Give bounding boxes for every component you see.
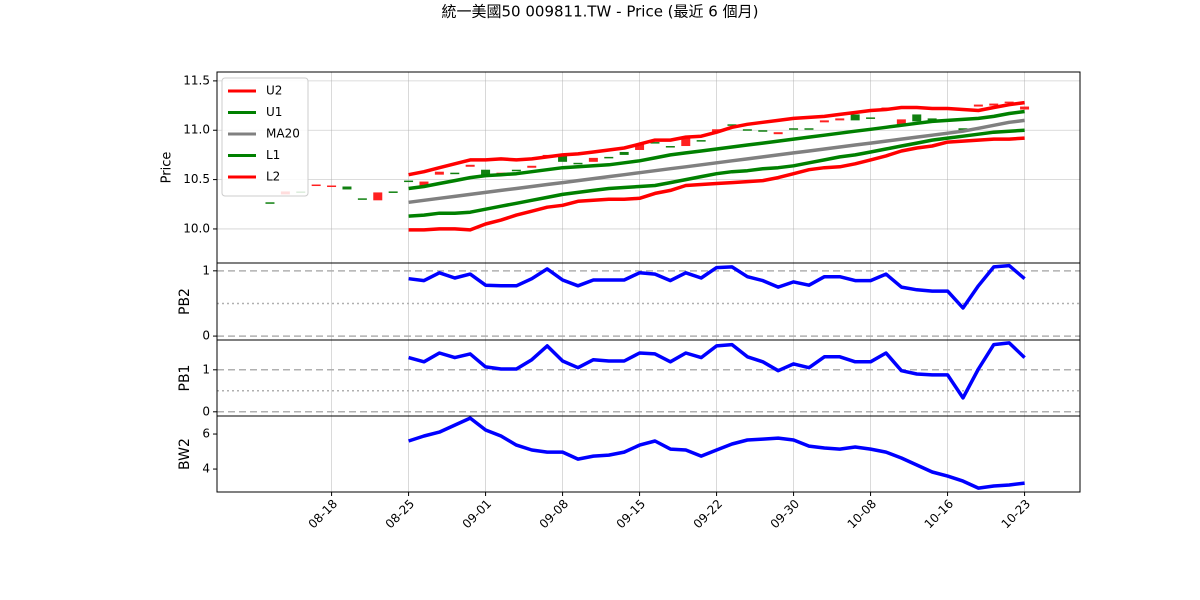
y-axis-label: Price xyxy=(160,152,175,184)
candle xyxy=(773,132,783,135)
legend-label: L2 xyxy=(266,170,280,184)
y-tick-label: 1 xyxy=(202,263,210,277)
x-tick-label: 10-23 xyxy=(999,497,1034,532)
legend-label: U1 xyxy=(266,105,282,119)
candle xyxy=(866,117,876,119)
candle xyxy=(727,124,737,126)
band-line xyxy=(408,118,1025,205)
x-tick-label: 08-25 xyxy=(383,497,418,532)
legend-label: MA20 xyxy=(266,127,300,141)
candle xyxy=(311,184,321,187)
indicator-line xyxy=(408,416,1025,490)
candle xyxy=(789,128,799,130)
candle xyxy=(511,169,521,172)
candle xyxy=(604,156,614,159)
candle xyxy=(850,114,860,121)
x-tick-label: 09-30 xyxy=(768,497,803,532)
x-tick-label: 09-08 xyxy=(537,497,572,532)
candle xyxy=(927,118,937,121)
chart-title: 統一美國50 009811.TW - Price (最近 6 個月) xyxy=(442,3,759,21)
candle xyxy=(588,157,598,162)
candle xyxy=(665,146,675,148)
candle xyxy=(357,198,367,200)
band-line xyxy=(408,100,1025,177)
y-tick-label: 11.5 xyxy=(183,73,210,87)
legend-label: L1 xyxy=(266,148,280,162)
y-tick-label: 0 xyxy=(202,404,210,418)
x-tick-label: 09-15 xyxy=(614,497,649,532)
candle xyxy=(419,181,429,187)
candle xyxy=(450,172,460,175)
y-axis-label: PB2 xyxy=(177,288,193,315)
band-line xyxy=(408,109,1025,191)
candle xyxy=(819,120,829,123)
candle xyxy=(896,119,906,127)
x-tick-label: 10-16 xyxy=(922,497,957,532)
candle xyxy=(912,114,922,122)
candle xyxy=(388,191,398,193)
candle xyxy=(835,118,845,121)
x-tick-label: 09-01 xyxy=(460,497,495,532)
candle xyxy=(635,144,645,150)
candle xyxy=(481,169,491,177)
indicator-line xyxy=(408,263,1026,310)
candle xyxy=(327,185,337,188)
candle xyxy=(573,162,583,165)
band-line xyxy=(408,128,1025,218)
band-line xyxy=(408,136,1025,232)
candle xyxy=(742,129,752,131)
legend-label: U2 xyxy=(266,84,282,98)
candle xyxy=(650,142,660,144)
y-tick-label: 10.0 xyxy=(183,221,210,235)
candle xyxy=(465,164,475,167)
x-tick-label: 09-22 xyxy=(691,497,726,532)
x-tick-label: 10-08 xyxy=(845,497,880,532)
candle xyxy=(1020,106,1030,110)
candle xyxy=(404,180,414,183)
candle xyxy=(265,202,275,204)
y-tick-label: 4 xyxy=(202,462,210,476)
y-tick-label: 6 xyxy=(202,427,210,441)
candle xyxy=(758,130,768,132)
candle xyxy=(696,140,706,142)
candle xyxy=(973,104,983,107)
y-tick-label: 0 xyxy=(202,329,210,343)
candle xyxy=(558,155,568,162)
candle xyxy=(434,171,444,175)
y-tick-label: 1 xyxy=(202,362,210,376)
candle xyxy=(804,128,814,130)
y-tick-label: 10.5 xyxy=(183,172,210,186)
candle xyxy=(342,186,352,190)
y-axis-label: BW2 xyxy=(177,438,193,470)
y-tick-label: 11.0 xyxy=(183,123,210,137)
candle xyxy=(373,192,383,201)
axes-frame xyxy=(216,415,1081,493)
y-axis-label: PB1 xyxy=(177,365,193,392)
candle xyxy=(681,138,691,147)
indicator-line xyxy=(408,341,1026,400)
candle xyxy=(958,128,968,131)
legend-box xyxy=(221,77,309,197)
x-tick-label: 08-18 xyxy=(306,497,341,532)
axes-frame xyxy=(216,71,1081,264)
candle xyxy=(527,165,537,168)
candle xyxy=(619,151,629,155)
candle xyxy=(1004,101,1014,104)
candle xyxy=(989,103,999,106)
